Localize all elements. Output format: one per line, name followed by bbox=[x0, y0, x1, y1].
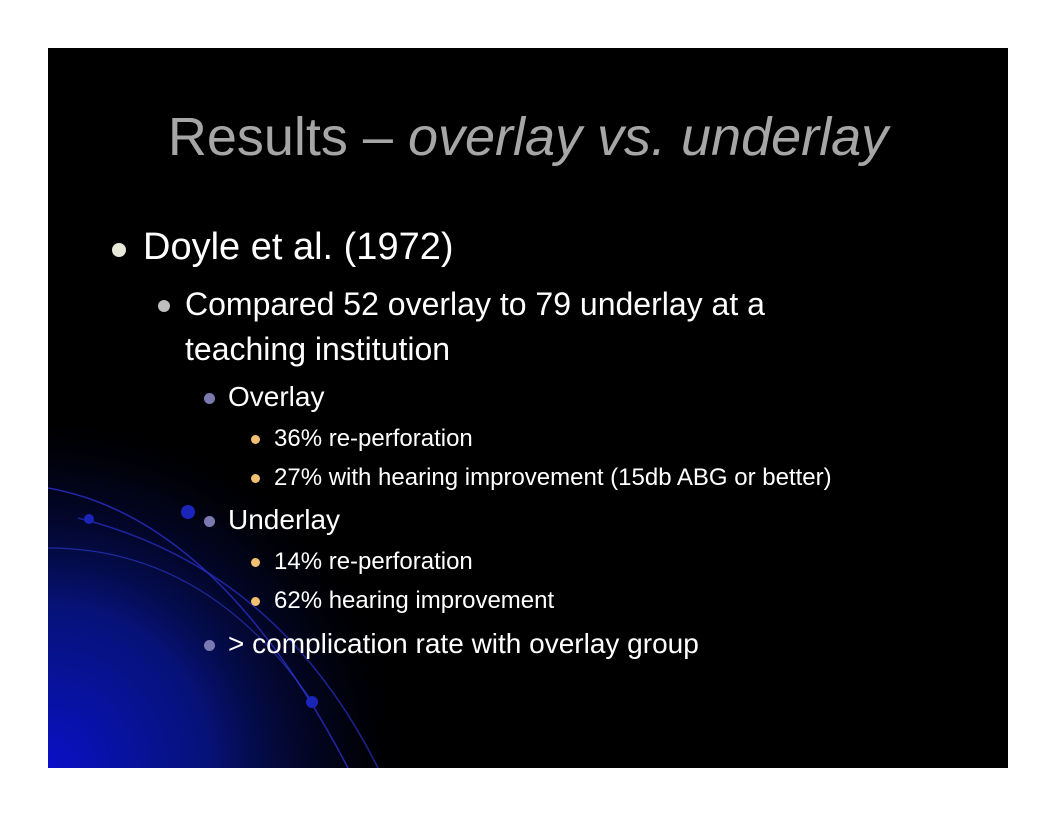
bullet-underlay: Underlay bbox=[228, 504, 341, 535]
bullet-level4 bbox=[251, 558, 260, 567]
slide-title-italic: overlay vs. underlay bbox=[407, 107, 889, 167]
bullet-level4 bbox=[251, 474, 260, 483]
bullet-complication: > complication rate with overlay group bbox=[228, 628, 699, 659]
bullet-overlay: Overlay bbox=[228, 381, 325, 412]
bullet-level1 bbox=[112, 243, 126, 257]
underlay-item: 14% re-perforation bbox=[274, 548, 473, 575]
overlay-item: 36% re-perforation bbox=[274, 425, 473, 452]
bullet-level2 bbox=[158, 300, 170, 312]
bullet-level3 bbox=[204, 516, 215, 527]
bullet-doyle: Doyle et al. (1972) bbox=[143, 226, 454, 268]
bullet-level3 bbox=[204, 640, 215, 651]
overlay-item: 27% with hearing improvement (15db ABG o… bbox=[274, 464, 832, 491]
bullet-compared-line2: teaching institution bbox=[185, 331, 451, 367]
bullet-level4 bbox=[251, 597, 260, 606]
underlay-item: 62% hearing improvement bbox=[274, 587, 555, 614]
bullet-level4 bbox=[251, 435, 260, 444]
bullet-level3 bbox=[204, 393, 215, 404]
bullet-compared-line1: Compared 52 overlay to 79 underlay at a bbox=[185, 286, 765, 322]
slide-title: Results – overlay vs. underlay bbox=[167, 107, 889, 167]
slide: Results – overlay vs. underlay Doyle et … bbox=[48, 48, 1008, 768]
